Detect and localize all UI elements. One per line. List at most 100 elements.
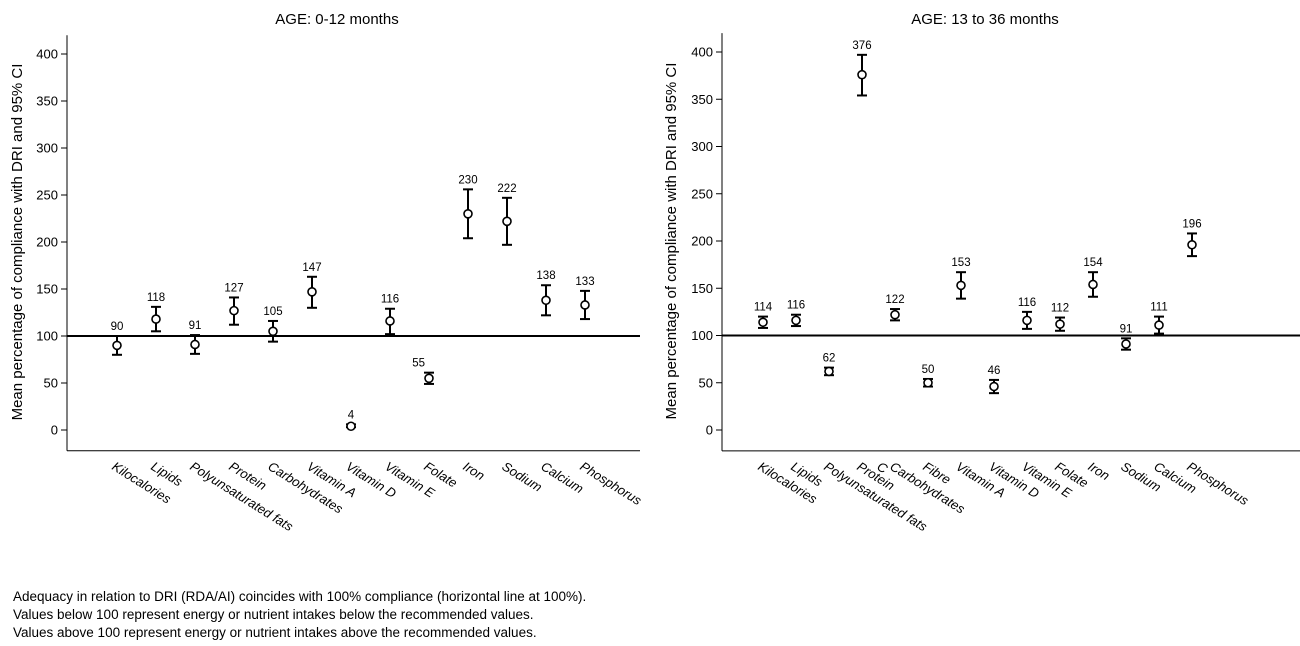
- footnotes: Adequacy in relation to DRI (RDA/AI) coi…: [13, 588, 586, 642]
- data-label: 50: [922, 364, 935, 376]
- data-point-group: 4: [346, 409, 356, 432]
- data-label: 116: [1018, 297, 1036, 309]
- data-point-group: 116: [381, 294, 399, 336]
- data-point-group: 154: [1083, 257, 1103, 298]
- data-point-group: 127: [224, 282, 244, 326]
- data-point-group: 376: [852, 40, 872, 97]
- data-point: [424, 373, 434, 384]
- x-tick-label: Phosphorus: [577, 459, 644, 509]
- y-tick-label: 100: [691, 328, 713, 343]
- y-tick-label: 200: [691, 234, 713, 249]
- data-point: [890, 309, 900, 320]
- y-tick-label: 150: [691, 281, 713, 296]
- chart-title: AGE: 0-12 months: [275, 11, 398, 28]
- data-label: 116: [787, 300, 805, 312]
- y-tick-label: 0: [706, 423, 713, 438]
- y-tick-label: 250: [36, 188, 58, 203]
- data-point: [956, 280, 966, 291]
- data-point: [580, 300, 590, 310]
- data-point-group: 133: [575, 276, 595, 321]
- y-tick-label: 0: [51, 423, 58, 438]
- data-point: [463, 209, 473, 219]
- data-point-group: 122: [885, 294, 905, 322]
- y-axis-label: Mean percentage of compliance with DRI a…: [663, 63, 680, 420]
- data-point: [112, 340, 122, 351]
- data-point: [1088, 279, 1098, 290]
- data-point: [385, 316, 395, 326]
- y-tick-label: 200: [36, 235, 58, 250]
- y-tick-label: 50: [699, 375, 713, 390]
- data-point-group: 62: [823, 353, 836, 377]
- y-tick-label: 400: [36, 47, 58, 62]
- data-label: 196: [1182, 218, 1201, 230]
- data-point-group: 138: [536, 270, 556, 317]
- footnote-line-3: Values above 100 represent energy or nut…: [13, 625, 537, 640]
- data-point-group: 91: [1120, 323, 1133, 351]
- data-point: [1187, 239, 1197, 250]
- data-point-group: 230: [458, 174, 478, 240]
- data-label: 116: [381, 294, 399, 306]
- data-point-group: 116: [1018, 297, 1036, 330]
- data-point: [190, 339, 200, 350]
- data-point: [307, 287, 317, 297]
- data-point-group: 196: [1182, 218, 1202, 258]
- data-label: 4: [348, 409, 355, 421]
- data-label: 91: [1120, 323, 1133, 335]
- y-axis-label: Mean percentage of compliance with DRI a…: [9, 64, 26, 421]
- chart-title: AGE: 13 to 36 months: [911, 11, 1059, 28]
- footnote-line-2: Values below 100 represent energy or nut…: [13, 607, 534, 622]
- data-point: [1022, 315, 1032, 326]
- y-tick-label: 50: [44, 376, 58, 391]
- data-point: [824, 366, 834, 377]
- data-point-group: 153: [951, 257, 971, 300]
- data-label: 62: [823, 353, 836, 365]
- data-label: 122: [885, 294, 904, 306]
- y-tick-label: 250: [691, 186, 713, 201]
- data-label: 90: [111, 321, 124, 333]
- data-point-group: 116: [787, 300, 805, 328]
- data-point-group: 222: [497, 183, 517, 246]
- data-point: [857, 69, 867, 80]
- data-label: 154: [1083, 257, 1103, 269]
- data-point: [1121, 339, 1131, 349]
- data-point: [923, 377, 933, 388]
- data-label: 222: [497, 183, 516, 195]
- data-point-group: 105: [263, 306, 283, 343]
- data-point-group: 91: [189, 320, 202, 355]
- data-label: 118: [147, 292, 165, 304]
- data-point-group: 50: [922, 364, 935, 388]
- chart-panel-2: AGE: 13 to 36 months 0 50 100 150 200 250 300 35…: [663, 11, 1300, 535]
- x-tick-label: Calcium: [538, 459, 586, 497]
- chart-panel-1: AGE: 0-12 months 0 50 100 150 200 250 300 350 400…: [9, 11, 645, 534]
- data-point-group: 111: [1150, 302, 1168, 335]
- data-point: [791, 315, 801, 326]
- data-point: [758, 317, 768, 328]
- footnote-line-1: Adequacy in relation to DRI (RDA/AI) coi…: [13, 589, 587, 604]
- data-label: 112: [1051, 303, 1069, 315]
- data-label: 114: [754, 302, 773, 314]
- data-label: 105: [263, 306, 282, 318]
- y-tick-label: 350: [36, 94, 58, 109]
- data-label: 147: [302, 262, 321, 274]
- data-point: [989, 381, 999, 392]
- data-point: [1055, 319, 1065, 329]
- y-tick-label: 150: [36, 282, 58, 297]
- data-label: 55: [412, 358, 425, 370]
- data-point: [541, 295, 551, 306]
- data-point: [151, 314, 161, 324]
- data-label: 376: [852, 40, 871, 52]
- data-point: [1154, 320, 1164, 330]
- data-point: [346, 421, 356, 432]
- data-label: 91: [189, 320, 202, 332]
- data-point: [502, 216, 512, 227]
- y-tick-label: 300: [36, 141, 58, 156]
- y-tick-label: 400: [691, 45, 713, 60]
- data-point: [268, 326, 278, 337]
- data-point-group: 114: [754, 302, 773, 329]
- data-point-group: 147: [302, 262, 322, 309]
- data-point-group: 55: [412, 358, 434, 385]
- data-label: 230: [458, 174, 477, 186]
- y-tick-label: 350: [691, 92, 713, 107]
- data-label: 153: [951, 257, 970, 269]
